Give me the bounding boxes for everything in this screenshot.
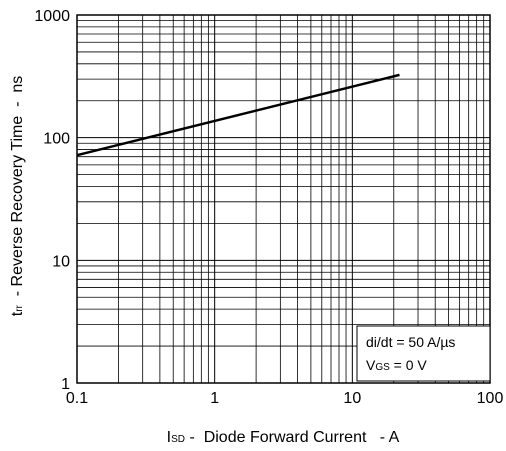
grid — [77, 15, 490, 383]
x-axis-label-symbol: I — [167, 429, 171, 446]
y-tick-label: 1000 — [34, 8, 70, 25]
y-tick-label: 1 — [61, 376, 70, 393]
annotation-box — [356, 325, 491, 382]
x-tick-label: 0.1 — [66, 390, 88, 407]
x-axis-label: ISD - Diode Forward Current - A — [167, 429, 400, 446]
x-axis-label-text: - Diode Forward Current - A — [185, 429, 400, 446]
x-tick-label: 100 — [477, 390, 504, 407]
y-tick-labels: 1 10 100 1000 — [34, 8, 70, 393]
annotation-vgs-symbol: V — [366, 357, 376, 373]
series-line — [76, 73, 400, 157]
x-tick-labels: 0.1 1 10 100 — [66, 390, 504, 407]
y-axis-label-subscript: rr — [14, 304, 25, 311]
annotation-line-1: di/dt = 50 A/µs — [366, 334, 455, 350]
series-layer — [76, 73, 400, 157]
y-axis-label-symbol: t — [9, 311, 26, 316]
y-axis-label: trr - Reverse Recovery Time - ns — [9, 76, 26, 317]
annotation-line-2: VGS = 0 V — [366, 357, 427, 373]
annotation: di/dt = 50 A/µs VGS = 0 V — [356, 325, 491, 382]
x-axis-label-subscript: SD — [171, 434, 185, 445]
plot-frame — [76, 14, 491, 384]
annotation-vgs-subscript: GS — [375, 362, 390, 373]
x-tick-label: 10 — [343, 390, 361, 407]
y-tick-label: 100 — [43, 131, 70, 148]
annotation-vgs-text: = 0 V — [390, 357, 428, 373]
y-axis-label-text: - Reverse Recovery Time - ns — [9, 76, 26, 305]
y-tick-label: 10 — [52, 253, 70, 270]
x-tick-label: 1 — [210, 390, 219, 407]
